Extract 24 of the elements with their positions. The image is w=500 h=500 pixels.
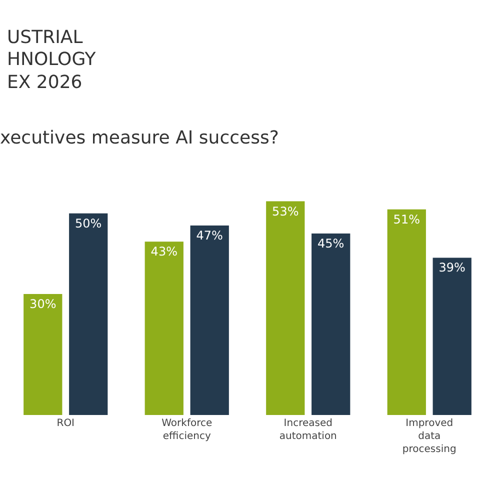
data-label: 53%: [272, 204, 299, 218]
x-tick-label: ROI: [56, 418, 75, 429]
bar: [312, 234, 350, 415]
bar: [69, 213, 108, 415]
text: EX 2026: [7, 72, 82, 93]
x-tick-label: Increased automation: [279, 418, 337, 442]
chart-title: xecutives measure AI success?: [0, 127, 279, 148]
bar: [144, 242, 184, 415]
data-label: 30%: [30, 297, 56, 312]
bar: [387, 209, 426, 415]
data-label: 50%: [75, 216, 102, 230]
text: USTRIAL: [7, 27, 83, 48]
x-tick-label: Workforce efficiency: [162, 418, 212, 442]
bar: [432, 258, 472, 415]
data-label: 43%: [150, 244, 178, 259]
bar: [24, 294, 62, 415]
data-label: 47%: [196, 228, 223, 242]
data-label: 51%: [393, 212, 420, 226]
bar: [190, 225, 229, 415]
text: HNOLOGY: [7, 49, 97, 70]
bar: [266, 201, 305, 415]
x-tick-label: Improved data processing: [402, 418, 456, 455]
data-label: 39%: [438, 260, 466, 275]
data-label: 45%: [318, 236, 344, 251]
